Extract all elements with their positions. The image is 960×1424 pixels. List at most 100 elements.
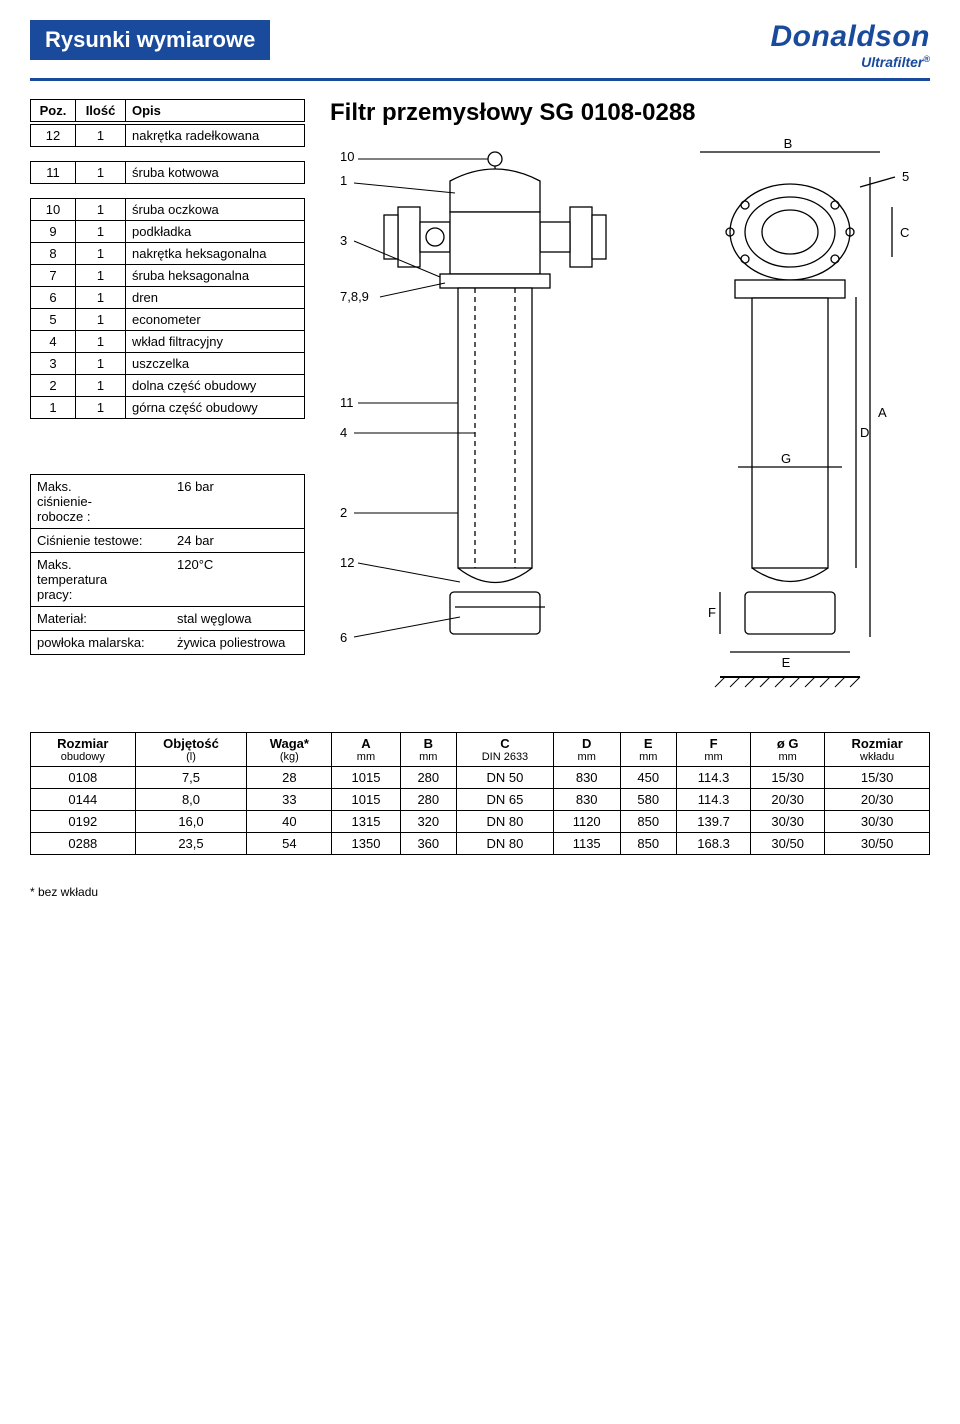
parts-cell-opis: śruba heksagonalna xyxy=(126,265,304,286)
dims-header-cell: Bmm xyxy=(400,733,456,767)
parts-table-header: Poz. Ilość Opis xyxy=(30,99,305,122)
spec-row: Maks. ciśnienie- robocze :16 bar xyxy=(31,475,304,529)
dims-cell: 1315 xyxy=(332,811,400,833)
dims-cell: 280 xyxy=(400,789,456,811)
spec-label: Maks. ciśnienie- robocze : xyxy=(31,475,171,528)
parts-cell-ilosc: 1 xyxy=(76,397,126,418)
parts-cell-ilosc: 1 xyxy=(76,287,126,308)
dims-cell: 0288 xyxy=(31,833,136,855)
dims-cell: 114.3 xyxy=(677,789,751,811)
dims-cell: 15/30 xyxy=(825,767,930,789)
page-title: Filtr przemysłowy SG 0108-0288 xyxy=(330,99,930,127)
svg-text:G: G xyxy=(781,451,791,466)
dims-row: 01087,5281015280DN 50830450114.315/3015/… xyxy=(31,767,930,789)
dims-cell: 830 xyxy=(553,789,620,811)
parts-cell-opis: dolna część obudowy xyxy=(126,375,304,396)
parts-cell-poz: 6 xyxy=(31,287,76,308)
spec-row: Maks. temperatura pracy:120°C xyxy=(31,553,304,607)
technical-drawing: B 5 C xyxy=(330,137,930,697)
parts-head-poz: Poz. xyxy=(31,100,76,121)
dims-row: 01448,0331015280DN 65830580114.320/3020/… xyxy=(31,789,930,811)
dims-cell: 20/30 xyxy=(751,789,825,811)
parts-row: 31uszczelka xyxy=(31,352,304,374)
parts-cell-ilosc: 1 xyxy=(76,221,126,242)
dims-header-cell: Rozmiarwkładu xyxy=(825,733,930,767)
svg-text:A: A xyxy=(878,405,887,420)
parts-row: 111śruba kotwowa xyxy=(31,162,304,183)
svg-text:5: 5 xyxy=(902,169,909,184)
parts-cell-poz: 2 xyxy=(31,375,76,396)
dims-cell: 850 xyxy=(620,811,676,833)
parts-cell-opis: nakrętka heksagonalna xyxy=(126,243,304,264)
dims-cell: 30/50 xyxy=(751,833,825,855)
dims-cell: 54 xyxy=(247,833,332,855)
parts-cell-opis: uszczelka xyxy=(126,353,304,374)
page-banner: Rysunki wymiarowe xyxy=(30,20,270,60)
parts-cell-opis: podkładka xyxy=(126,221,304,242)
spec-value: żywica poliestrowa xyxy=(171,631,304,654)
svg-text:B: B xyxy=(784,137,793,151)
parts-cell-opis: śruba oczkowa xyxy=(126,199,304,220)
dims-header-cell: CDIN 2633 xyxy=(457,733,554,767)
dims-cell: 1120 xyxy=(553,811,620,833)
parts-row: 41wkład filtracyjny xyxy=(31,330,304,352)
dims-cell: 114.3 xyxy=(677,767,751,789)
dims-cell: 7,5 xyxy=(135,767,247,789)
dims-cell: 30/50 xyxy=(825,833,930,855)
spec-table: Maks. ciśnienie- robocze :16 barCiśnieni… xyxy=(30,474,305,655)
parts-row: 51econometer xyxy=(31,308,304,330)
parts-cell-ilosc: 1 xyxy=(76,125,126,146)
parts-cell-ilosc: 1 xyxy=(76,375,126,396)
spec-value: 120°C xyxy=(171,553,304,606)
dims-cell: 450 xyxy=(620,767,676,789)
dims-cell: 1350 xyxy=(332,833,400,855)
svg-text:1: 1 xyxy=(340,173,347,188)
parts-cell-ilosc: 1 xyxy=(76,162,126,183)
svg-text:7,8,9: 7,8,9 xyxy=(340,289,369,304)
dims-header-cell: ø Gmm xyxy=(751,733,825,767)
dims-cell: DN 50 xyxy=(457,767,554,789)
parts-cell-poz: 9 xyxy=(31,221,76,242)
svg-text:2: 2 xyxy=(340,505,347,520)
dims-row: 028823,5541350360DN 801135850168.330/503… xyxy=(31,833,930,855)
dims-cell: 320 xyxy=(400,811,456,833)
parts-cell-poz: 7 xyxy=(31,265,76,286)
parts-cell-ilosc: 1 xyxy=(76,199,126,220)
dims-cell: DN 65 xyxy=(457,789,554,811)
dims-cell: 360 xyxy=(400,833,456,855)
dims-cell: 139.7 xyxy=(677,811,751,833)
parts-row: 71śruba heksagonalna xyxy=(31,264,304,286)
spec-value: 16 bar xyxy=(171,475,304,528)
dims-cell: 0192 xyxy=(31,811,136,833)
svg-text:11: 11 xyxy=(340,395,354,410)
parts-row: 81nakrętka heksagonalna xyxy=(31,242,304,264)
dims-cell: 28 xyxy=(247,767,332,789)
parts-cell-opis: econometer xyxy=(126,309,304,330)
dims-header-cell: Fmm xyxy=(677,733,751,767)
parts-row: 61dren xyxy=(31,286,304,308)
logo-main: Donaldson xyxy=(771,20,931,54)
logo-sub-text: Ultrafilter xyxy=(861,54,923,70)
dims-header-cell: Emm xyxy=(620,733,676,767)
dims-header-cell: Rozmiarobudowy xyxy=(31,733,136,767)
logo-sub: Ultrafilter® xyxy=(771,54,931,70)
parts-cell-ilosc: 1 xyxy=(76,309,126,330)
spec-label: Materiał: xyxy=(31,607,171,630)
parts-row: 101śruba oczkowa xyxy=(31,199,304,220)
dims-header-cell: Dmm xyxy=(553,733,620,767)
svg-text:12: 12 xyxy=(340,555,354,570)
svg-text:4: 4 xyxy=(340,425,347,440)
dims-cell: 1015 xyxy=(332,789,400,811)
dims-cell: 0144 xyxy=(31,789,136,811)
spec-value: stal węglowa xyxy=(171,607,304,630)
dims-cell: 40 xyxy=(247,811,332,833)
spec-label: powłoka malarska: xyxy=(31,631,171,654)
dims-cell: 580 xyxy=(620,789,676,811)
dims-header-cell: Amm xyxy=(332,733,400,767)
parts-cell-poz: 4 xyxy=(31,331,76,352)
dims-cell: 280 xyxy=(400,767,456,789)
dims-cell: DN 80 xyxy=(457,811,554,833)
parts-cell-poz: 12 xyxy=(31,125,76,146)
svg-text:6: 6 xyxy=(340,630,347,645)
parts-row: 121nakrętka radełkowana xyxy=(31,125,304,146)
